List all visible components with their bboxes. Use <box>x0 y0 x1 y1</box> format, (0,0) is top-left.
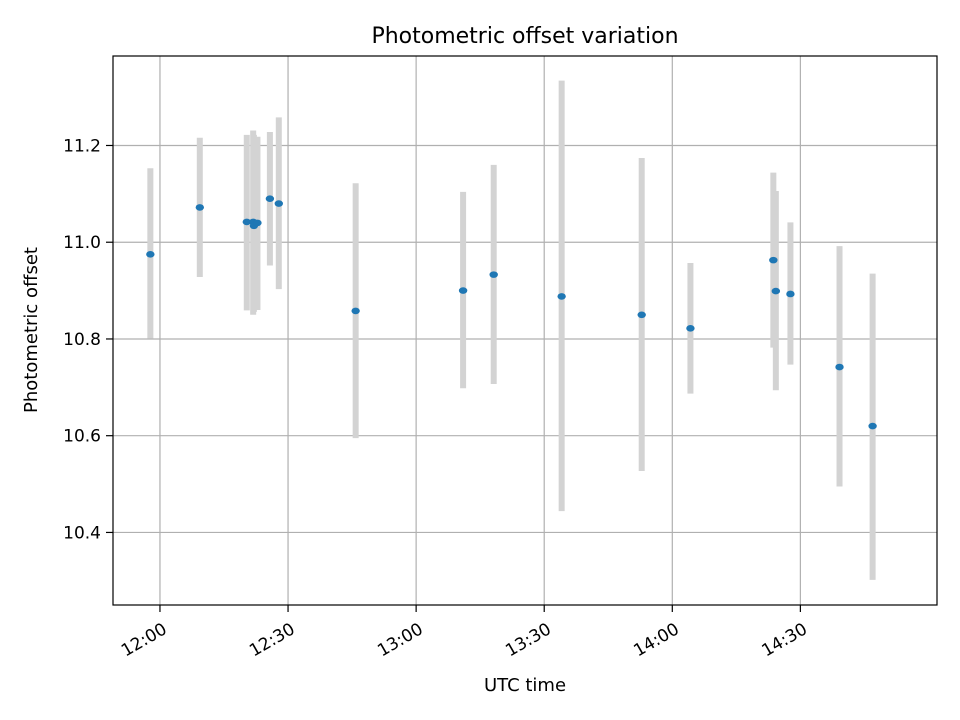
data-point <box>637 311 646 319</box>
y-tick-label: 10.8 <box>63 330 101 350</box>
y-tick-label: 11.2 <box>63 136 101 156</box>
data-point <box>242 218 251 226</box>
data-point <box>265 195 275 202</box>
data-point <box>458 287 468 294</box>
x-axis-label: UTC time <box>484 675 566 696</box>
data-point <box>274 200 283 207</box>
grid <box>113 56 937 605</box>
data-point <box>771 287 781 295</box>
data-point <box>489 271 498 278</box>
plot-area <box>113 56 937 605</box>
data-point <box>253 219 262 227</box>
data-point <box>868 422 877 430</box>
y-axis-label: Photometric offset <box>21 247 42 413</box>
chart-title: Photometric offset variation <box>371 24 678 49</box>
data-point <box>769 256 778 264</box>
y-axis: 10.4 10.6 10.8 11.0 11.2 <box>63 136 113 543</box>
data-point <box>835 363 844 371</box>
data-point <box>786 290 795 298</box>
data-point <box>195 204 205 211</box>
y-tick-label: 10.4 <box>63 523 101 543</box>
data-point <box>686 325 695 332</box>
data-point <box>557 293 566 300</box>
y-tick-label: 11.0 <box>63 233 101 253</box>
y-tick-label: 10.6 <box>63 427 101 447</box>
data-points <box>146 195 877 430</box>
data-point <box>146 251 155 258</box>
data-point <box>351 307 360 315</box>
plot-frame <box>112 55 938 606</box>
